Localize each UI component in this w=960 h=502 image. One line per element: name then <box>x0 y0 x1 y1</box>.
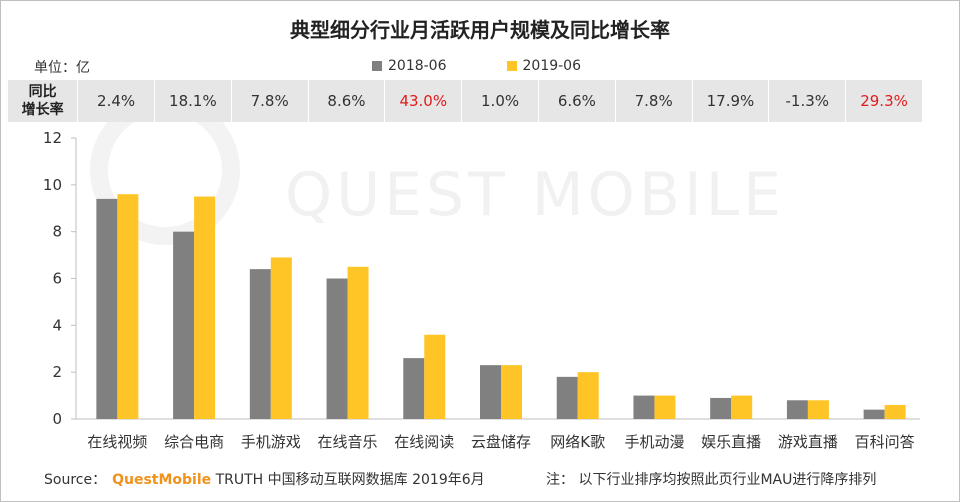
x-tick-label: 手机游戏 <box>241 433 301 451</box>
growth-cell: 8.6% <box>309 80 386 122</box>
x-tick-label: 娱乐直播 <box>701 433 761 451</box>
x-tick-label: 在线阅读 <box>394 433 454 451</box>
growth-cell: 7.8% <box>616 80 693 122</box>
growth-cell: 29.3% <box>860 92 908 110</box>
legend: 2018-06 2019-06 <box>372 58 581 74</box>
growth-header-line2: 增长率 <box>21 102 64 118</box>
x-tick-label: 综合电商 <box>164 433 224 451</box>
growth-rate-row: 同比 增长率 2.4% 18.1% 7.8% 8.6% 43.0% 1.0% 6… <box>8 80 922 122</box>
bar-2019-06 <box>424 334 446 419</box>
growth-cell: 18.1% <box>155 80 232 122</box>
bar-2018-06 <box>96 198 118 419</box>
bar-2019-06 <box>270 257 292 419</box>
bar-2019-06 <box>117 194 139 419</box>
growth-cell: 17.9% <box>693 80 770 122</box>
growth-cell: 43.0% <box>385 80 463 122</box>
legend-swatch-2018 <box>372 61 382 71</box>
x-tick-label: 云盘储存 <box>471 433 531 451</box>
bar-2019-06 <box>884 404 906 419</box>
bar-2018-06 <box>403 358 425 419</box>
bar-2019-06 <box>501 365 522 419</box>
source-note: Source： QuestMobile TRUTH 中国移动互联网数据库 2019… <box>44 469 485 489</box>
bar-2018-06 <box>480 365 501 419</box>
x-tick-label: 手机动漫 <box>624 433 684 451</box>
growth-header-line1: 同比 <box>28 84 57 100</box>
bar-2019-06 <box>731 395 753 419</box>
y-tick-label: 0 <box>52 410 62 428</box>
growth-cell: 2.4% <box>78 80 155 122</box>
chart-title: 典型细分行业月活跃用户规模及同比增长率 <box>290 18 670 42</box>
y-tick-label: 12 <box>43 129 62 147</box>
legend-item-2019: 2019-06 <box>506 58 582 74</box>
x-tick-label: 在线视频 <box>87 433 147 451</box>
bar-2019-06 <box>347 266 369 419</box>
y-tick-label: 2 <box>52 363 62 381</box>
bar-2019-06 <box>194 196 216 419</box>
growth-cell: 6.6% <box>539 80 616 122</box>
y-tick-label: 4 <box>52 316 62 334</box>
bar-2019-06 <box>807 400 829 419</box>
unit-label: 单位：亿 <box>34 60 90 76</box>
growth-cell: -1.3% <box>769 80 847 122</box>
source-prefix: Source： <box>44 472 107 488</box>
source-rest: TRUTH 中国移动互联网数据库 2019年6月 <box>211 472 485 488</box>
y-tick-label: 8 <box>52 223 62 241</box>
bar-2018-06 <box>173 231 195 419</box>
x-tick-label: 游戏直播 <box>778 433 838 451</box>
growth-rate-header: 同比 增长率 <box>8 80 79 122</box>
x-tick-label: 在线音乐 <box>318 433 378 451</box>
bar-2018-06 <box>556 376 578 419</box>
bar-2018-06 <box>249 269 271 419</box>
bar-2018-06 <box>326 278 348 419</box>
sorting-note: 注： 以下行业排序均按照此页行业MAU进行降序排列 <box>546 472 877 488</box>
y-tick-label: 6 <box>52 270 62 288</box>
bar-2019-06 <box>654 395 676 419</box>
bar-2018-06 <box>786 400 808 419</box>
x-tick-label: 网络K歌 <box>550 433 605 451</box>
y-tick-label: 10 <box>43 176 62 194</box>
bar-2018-06 <box>863 409 885 419</box>
watermark-text: QUEST MOBILE <box>285 160 786 230</box>
legend-label-2019: 2019-06 <box>522 58 582 74</box>
legend-item-2018: 2018-06 <box>372 58 447 74</box>
growth-cell: 7.8% <box>232 80 309 122</box>
x-tick-label: 百科问答 <box>855 433 915 451</box>
source-brand: QuestMobile <box>112 472 212 488</box>
bar-2019-06 <box>577 372 599 419</box>
legend-label-2018: 2018-06 <box>388 58 447 74</box>
bar-2018-06 <box>633 395 655 419</box>
growth-cell: 1.0% <box>462 80 539 122</box>
legend-swatch-2019 <box>506 61 517 71</box>
bar-2018-06 <box>710 397 732 419</box>
